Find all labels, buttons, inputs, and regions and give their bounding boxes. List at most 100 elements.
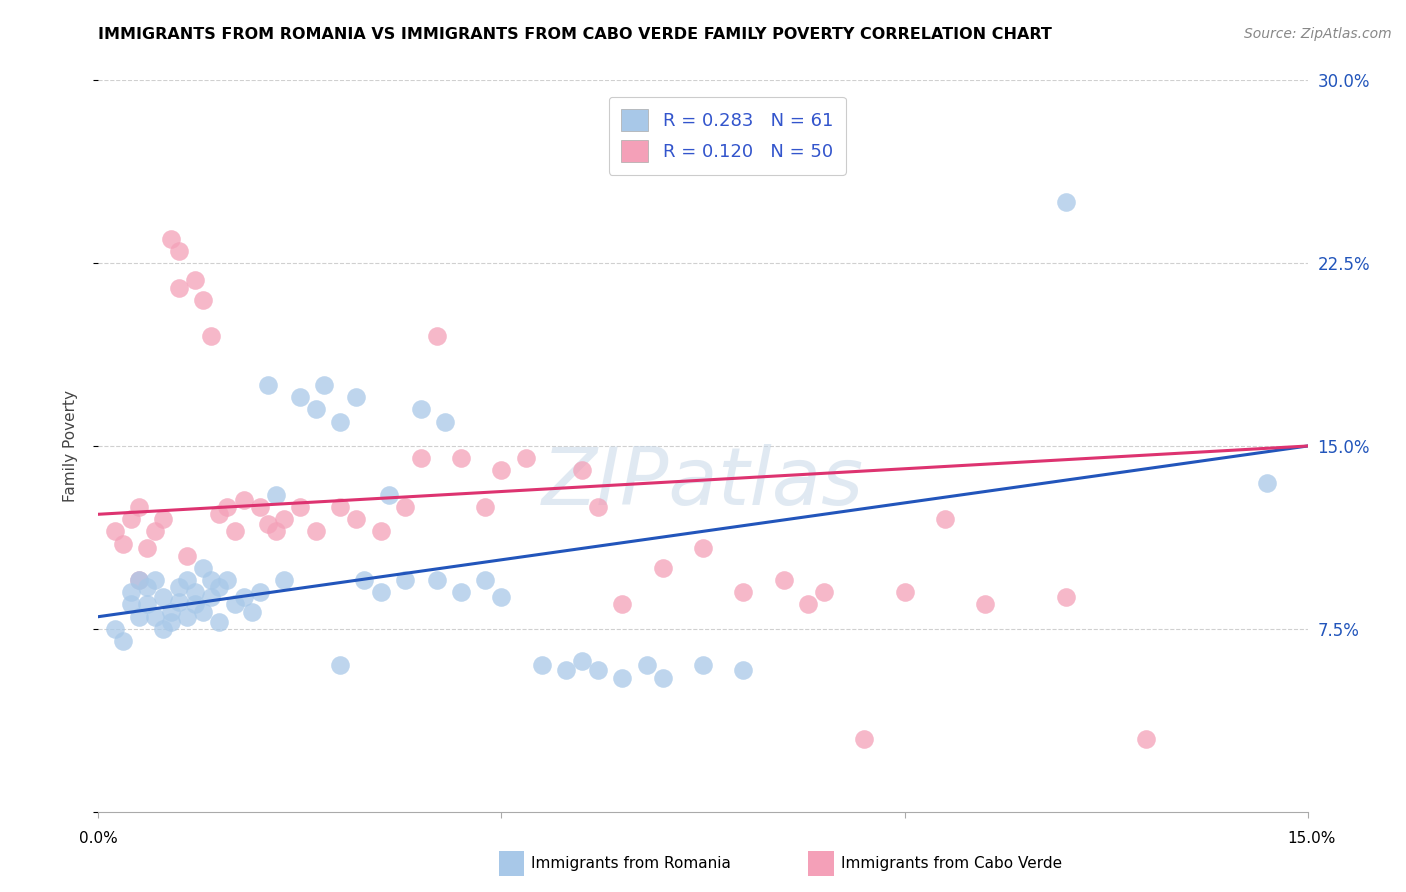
Point: [135, 598, 157, 612]
Point: [264, 524, 287, 539]
Text: Immigrants from Romania: Immigrants from Romania: [531, 856, 731, 871]
Point: [797, 598, 820, 612]
Point: [893, 585, 915, 599]
Point: [344, 390, 367, 404]
Point: [571, 463, 593, 477]
Point: [264, 488, 287, 502]
Point: [733, 585, 755, 599]
Point: [288, 390, 311, 404]
Point: [184, 273, 207, 287]
Point: [143, 524, 166, 539]
Point: [370, 524, 392, 539]
Point: [232, 590, 254, 604]
Point: [329, 415, 352, 429]
Point: [200, 590, 222, 604]
Point: [208, 581, 231, 595]
Point: [314, 378, 336, 392]
Point: [329, 500, 352, 514]
Point: [120, 512, 142, 526]
Point: [491, 590, 513, 604]
Point: [176, 609, 198, 624]
Point: [193, 605, 215, 619]
Point: [571, 654, 593, 668]
Point: [555, 663, 578, 677]
Point: [426, 329, 449, 343]
Point: [160, 615, 183, 629]
Point: [288, 500, 311, 514]
Point: [530, 658, 553, 673]
Point: [128, 609, 150, 624]
Point: [1256, 475, 1278, 490]
Point: [1135, 731, 1157, 746]
Point: [135, 581, 157, 595]
Point: [160, 232, 183, 246]
Point: [176, 549, 198, 563]
Point: [474, 500, 496, 514]
Point: [434, 415, 457, 429]
Point: [249, 585, 271, 599]
Point: [167, 595, 190, 609]
Point: [1054, 195, 1077, 210]
Point: [733, 663, 755, 677]
Point: [370, 585, 392, 599]
Text: 0.0%: 0.0%: [79, 831, 118, 846]
Point: [249, 500, 271, 514]
Text: ZIPatlas: ZIPatlas: [541, 443, 865, 522]
Point: [450, 451, 472, 466]
Point: [193, 293, 215, 307]
Point: [305, 524, 328, 539]
Point: [813, 585, 835, 599]
Point: [240, 605, 263, 619]
Point: [636, 658, 658, 673]
Point: [152, 512, 174, 526]
Point: [217, 573, 239, 587]
Point: [167, 581, 190, 595]
Point: [651, 561, 673, 575]
Point: [974, 598, 997, 612]
Point: [143, 573, 166, 587]
Point: [193, 561, 215, 575]
Point: [612, 598, 634, 612]
Text: IMMIGRANTS FROM ROMANIA VS IMMIGRANTS FROM CABO VERDE FAMILY POVERTY CORRELATION: IMMIGRANTS FROM ROMANIA VS IMMIGRANTS FR…: [98, 27, 1052, 42]
Point: [184, 585, 207, 599]
Point: [224, 524, 246, 539]
Point: [103, 524, 125, 539]
Text: Source: ZipAtlas.com: Source: ZipAtlas.com: [1244, 27, 1392, 41]
Point: [135, 541, 157, 556]
Point: [152, 590, 174, 604]
Point: [176, 573, 198, 587]
Point: [934, 512, 956, 526]
Point: [167, 280, 190, 294]
Point: [200, 573, 222, 587]
Point: [256, 516, 278, 531]
Point: [1054, 590, 1077, 604]
Point: [491, 463, 513, 477]
Point: [329, 658, 352, 673]
Point: [692, 541, 714, 556]
Point: [394, 500, 416, 514]
Point: [377, 488, 399, 502]
Point: [120, 585, 142, 599]
Point: [612, 671, 634, 685]
Point: [853, 731, 876, 746]
Point: [474, 573, 496, 587]
Point: [256, 378, 278, 392]
Point: [128, 500, 150, 514]
Point: [111, 536, 134, 550]
Point: [515, 451, 537, 466]
Point: [143, 609, 166, 624]
Point: [450, 585, 472, 599]
Point: [200, 329, 222, 343]
Text: Immigrants from Cabo Verde: Immigrants from Cabo Verde: [841, 856, 1062, 871]
Point: [353, 573, 375, 587]
Point: [111, 634, 134, 648]
Point: [224, 598, 246, 612]
Point: [128, 573, 150, 587]
Point: [426, 573, 449, 587]
Point: [120, 598, 142, 612]
Point: [586, 663, 609, 677]
Point: [217, 500, 239, 514]
Point: [409, 402, 432, 417]
Point: [344, 512, 367, 526]
Point: [167, 244, 190, 258]
